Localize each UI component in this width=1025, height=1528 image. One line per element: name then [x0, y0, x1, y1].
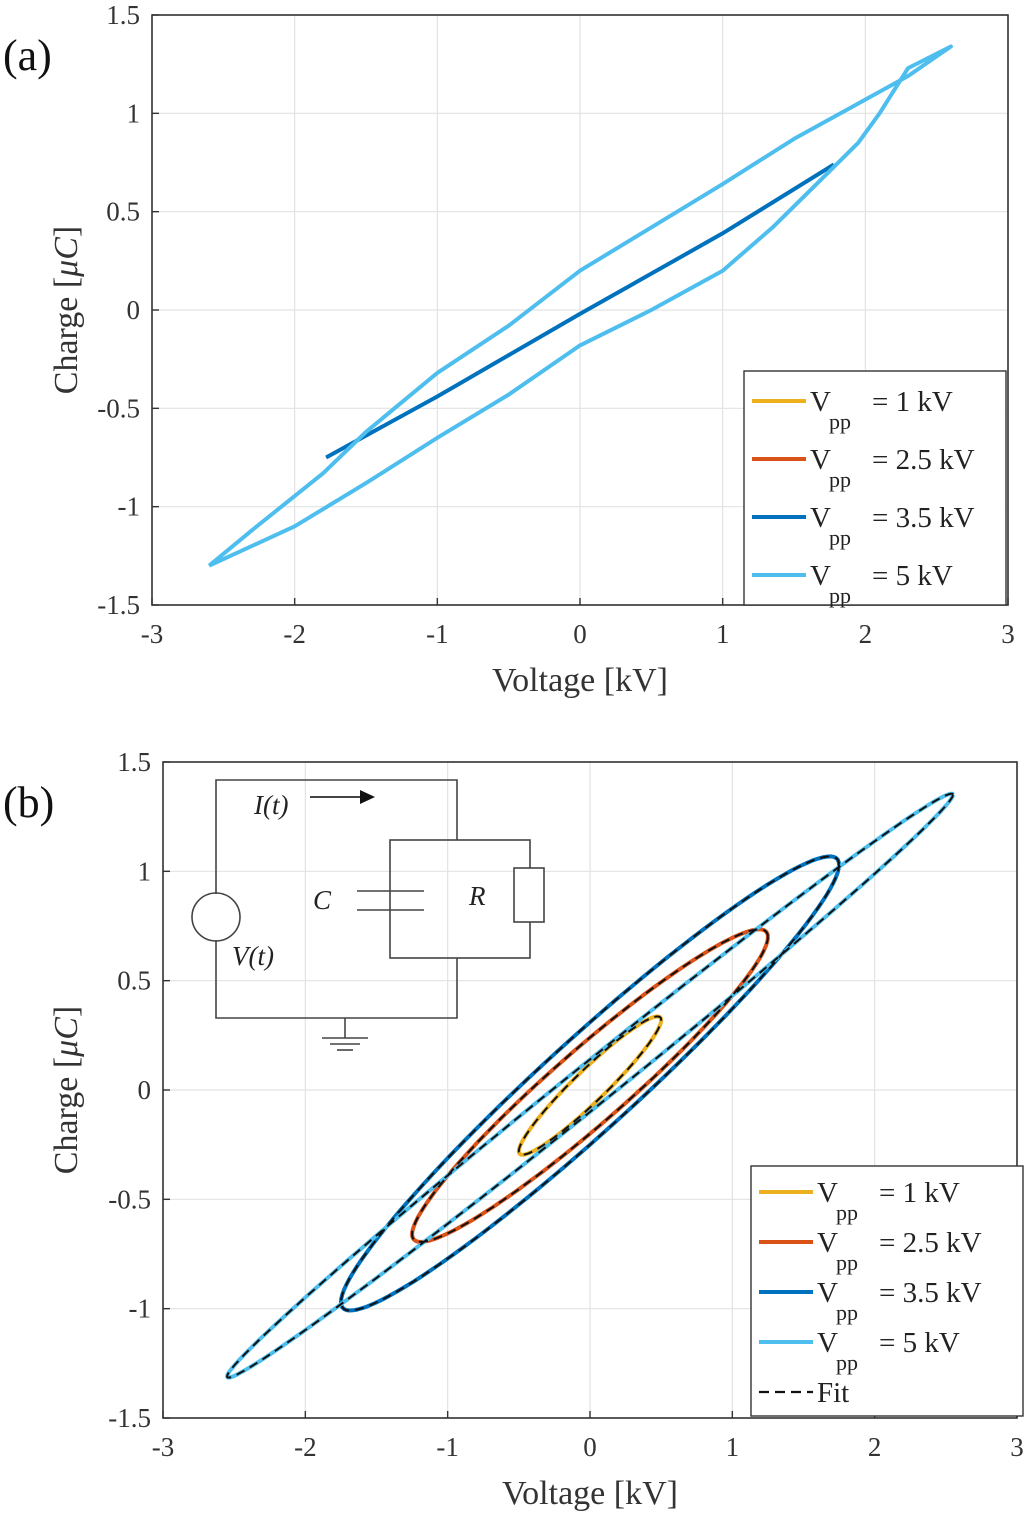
panel-label: (a) [3, 31, 52, 80]
x-tick-label: -3 [141, 619, 164, 649]
x-tick-label: 0 [573, 619, 587, 649]
y-axis-label: Charge [μC] [48, 226, 85, 394]
series-line-3 [207, 44, 953, 568]
x-axis-label: Voltage [kV] [492, 662, 668, 699]
circuit-wire-top [215, 779, 458, 894]
resistor-icon [513, 867, 545, 923]
legend-sub-0: pp [829, 409, 851, 434]
legend-label-2: V [817, 1277, 838, 1309]
x-tick-label: 1 [716, 619, 730, 649]
legend-label-1: V [817, 1227, 838, 1259]
y-tick-label: 1 [138, 856, 152, 886]
legend: Vpp = 1 kV Vpp = 2.5 kV Vpp = 3.5 kV Vpp = 5 kV… [750, 1165, 1024, 1417]
chart-panel-a: -3 -2 -1 0 1 2 3 -1.5 -1 -0.5 0 0.5 1 1.5 Voltage [kV]… [3, 0, 1015, 699]
series-line-2 [325, 162, 835, 460]
y-tick-label: 1 [127, 98, 141, 128]
legend-label-0: V [810, 386, 831, 418]
y-tick-label: -1.5 [97, 590, 140, 620]
legend-label-2: V [810, 502, 831, 534]
x-tick-label: 0 [583, 1432, 597, 1462]
x-tick-label: 3 [1010, 1432, 1024, 1462]
x-tick-label: 2 [868, 1432, 882, 1462]
legend-value-1: = 2.5 kV [879, 1227, 982, 1259]
legend-sub-2: pp [829, 525, 851, 550]
y-axis-label-part: Charge [ [48, 1057, 85, 1174]
legend-value-0: = 1 kV [872, 386, 953, 418]
y-axis-label-part: ] [48, 1006, 85, 1017]
y-tick-label: -1.5 [108, 1403, 151, 1433]
x-tick-label: -2 [283, 619, 306, 649]
y-tick-label: 0 [127, 295, 141, 325]
legend-value-0: = 1 kV [879, 1177, 960, 1209]
legend-value-2: = 3.5 kV [879, 1277, 982, 1309]
legend-value-1: = 2.5 kV [872, 444, 975, 476]
y-tick-label: -0.5 [97, 393, 140, 423]
y-axis-label: Charge [μC] [48, 1006, 85, 1174]
parallel-branch-wire [389, 839, 531, 959]
legend-sub-2: pp [836, 1300, 858, 1325]
legend-value-3: = 5 kV [879, 1327, 960, 1359]
y-tick-label: 0 [138, 1075, 152, 1105]
capacitor-label: C [313, 885, 332, 915]
y-tick-label: -1 [118, 492, 141, 522]
circuit-diagram [191, 779, 545, 1051]
y-tick-label: 0.5 [106, 197, 140, 227]
x-axis-label: Voltage [kV] [502, 1475, 678, 1512]
legend-label-1: V [810, 444, 831, 476]
fit-line-0 [517, 1015, 663, 1156]
current-arrow-head-icon [360, 790, 375, 804]
x-tick-label: -2 [294, 1432, 317, 1462]
y-tick-label: -1 [129, 1294, 152, 1324]
y-axis-label-part: μC [48, 1017, 85, 1058]
y-tick-label: 1.5 [117, 747, 151, 777]
x-tick-label: -3 [152, 1432, 175, 1462]
legend-label-3: V [817, 1327, 838, 1359]
circuit-wire-bottom [215, 940, 458, 1019]
x-tick-label: 2 [859, 619, 873, 649]
voltage-source-icon [191, 892, 241, 942]
x-tick-label: -1 [426, 619, 449, 649]
chart-panel-b: -3 -2 -1 0 1 2 3 -1.5 -1 -0.5 0 0.5 1 1.5 Voltage [kV]… [3, 747, 1024, 1512]
legend-box [743, 370, 1007, 606]
x-tick-label: 3 [1001, 619, 1015, 649]
legend-sub-1: pp [829, 467, 851, 492]
current-label: I(t) [253, 790, 288, 820]
y-tick-label: -0.5 [108, 1184, 151, 1214]
y-axis-label-part: Charge [ [48, 277, 85, 394]
y-axis-label-part: ] [48, 226, 85, 237]
legend-sub-0: pp [836, 1200, 858, 1225]
fit-line-3 [226, 792, 954, 1379]
legend-label-4: Fit [817, 1377, 849, 1409]
panel-label: (b) [3, 778, 54, 827]
fit-line-1 [411, 928, 769, 1243]
y-tick-label: 1.5 [106, 0, 140, 30]
legend-value-2: = 3.5 kV [872, 502, 975, 534]
x-tick-label: -1 [436, 1432, 459, 1462]
legend: Vpp = 1 kV Vpp = 2.5 kV Vpp = 3.5 kV Vpp = 5 kV [743, 370, 1007, 608]
x-tick-label: 1 [726, 1432, 740, 1462]
legend-sub-3: pp [829, 583, 851, 608]
legend-sub-1: pp [836, 1250, 858, 1275]
legend-label-3: V [810, 560, 831, 592]
legend-sub-3: pp [836, 1350, 858, 1375]
y-axis-label-part: μC [48, 237, 85, 278]
legend-value-3: = 5 kV [872, 560, 953, 592]
y-tick-label: 0.5 [117, 966, 151, 996]
legend-label-0: V [817, 1177, 838, 1209]
resistor-label: R [468, 881, 486, 911]
source-label: V(t) [232, 941, 274, 971]
